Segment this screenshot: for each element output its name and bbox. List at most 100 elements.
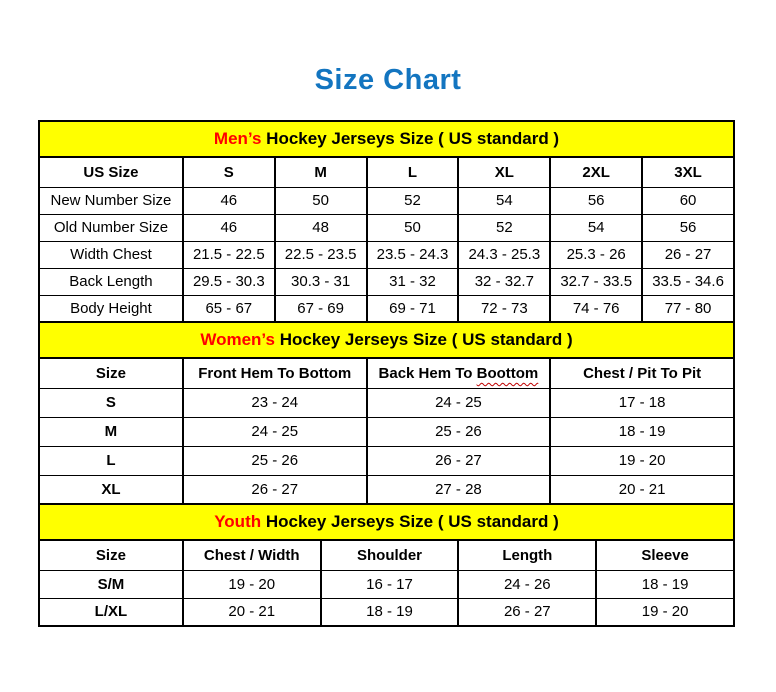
table-cell: 46 <box>181 186 276 215</box>
table-row: New Number Size 46 50 52 54 56 60 <box>38 186 735 215</box>
table-cell: 77 - 80 <box>641 294 735 323</box>
table-row: M 24 - 25 25 - 26 18 - 19 <box>38 416 735 447</box>
mens-column-header-row: US Size S M L XL 2XL 3XL <box>38 156 735 188</box>
table-cell: 16 - 17 <box>319 569 460 599</box>
section-header-text: Hockey Jerseys Size ( US standard ) <box>261 129 560 148</box>
mens-size-table: Men’s Hockey Jerseys Size ( US standard … <box>38 120 735 323</box>
table-row: Back Length 29.5 - 30.3 30.3 - 31 31 - 32 32… <box>38 267 735 296</box>
table-cell: 32.7 - 33.5 <box>549 267 644 296</box>
row-label: L/XL <box>38 597 184 627</box>
column-header-3xl: 3XL <box>641 156 735 188</box>
mens-section-header: Men’s Hockey Jerseys Size ( US standard … <box>38 120 735 158</box>
row-label: Old Number Size <box>38 213 184 242</box>
column-header-sleeve: Sleeve <box>595 539 735 571</box>
table-cell: 50 <box>273 186 368 215</box>
table-row: Old Number Size 46 48 50 52 54 56 <box>38 213 735 242</box>
column-header-back-hem-to-boottom: Back Hem To Boottom <box>365 357 552 389</box>
table-row: S/M 19 - 20 16 - 17 24 - 26 18 - 19 <box>38 569 735 599</box>
column-header-shoulder: Shoulder <box>319 539 460 571</box>
table-cell: 22.5 - 23.5 <box>273 240 368 269</box>
table-cell: 20 - 21 <box>549 474 735 505</box>
table-cell: 25 - 26 <box>365 416 552 447</box>
table-cell: 26 - 27 <box>365 445 552 476</box>
table-cell: 19 - 20 <box>549 445 735 476</box>
table-cell: 52 <box>365 186 460 215</box>
row-label: S/M <box>38 569 184 599</box>
womens-section-header: Women’s Hockey Jerseys Size ( US standar… <box>38 321 735 359</box>
table-cell: 69 - 71 <box>365 294 460 323</box>
row-label: M <box>38 416 184 447</box>
womens-size-table: Women’s Hockey Jerseys Size ( US standar… <box>38 321 735 505</box>
table-cell: 18 - 19 <box>595 569 735 599</box>
column-header-s: S <box>181 156 276 188</box>
column-header-chest-width: Chest / Width <box>181 539 322 571</box>
column-header-l: L <box>365 156 460 188</box>
row-label: L <box>38 445 184 476</box>
table-cell: 52 <box>457 213 552 242</box>
table-cell: 54 <box>549 213 644 242</box>
womens-column-header-row: Size Front Hem To Bottom Back Hem To Boott… <box>38 357 735 389</box>
table-cell: 23.5 - 24.3 <box>365 240 460 269</box>
table-cell: 26 - 27 <box>457 597 598 627</box>
table-cell: 23 - 24 <box>181 387 368 418</box>
page-title: Size Chart <box>314 64 462 96</box>
youth-section-header-row: Youth Hockey Jerseys Size ( US standard … <box>38 503 735 541</box>
row-label: S <box>38 387 184 418</box>
table-cell: 33.5 - 34.6 <box>641 267 735 296</box>
section-header-highlight: Women’s <box>200 330 275 349</box>
table-row: L/XL 20 - 21 18 - 19 26 - 27 19 - 20 <box>38 597 735 627</box>
table-cell: 50 <box>365 213 460 242</box>
table-cell: 46 <box>181 213 276 242</box>
table-cell: 19 - 20 <box>595 597 735 627</box>
column-header-xl: XL <box>457 156 552 188</box>
column-header-2xl: 2XL <box>549 156 644 188</box>
table-cell: 31 - 32 <box>365 267 460 296</box>
section-header-text: Hockey Jerseys Size ( US standard ) <box>274 330 573 349</box>
table-cell: 26 - 27 <box>641 240 735 269</box>
row-label: XL <box>38 474 184 505</box>
table-cell: 25 - 26 <box>181 445 368 476</box>
column-header-text: Back Hem To <box>378 364 477 382</box>
youth-column-header-row: Size Chest / Width Shoulder Length Sleeve <box>38 539 735 571</box>
column-header-front-hem-to-bottom: Front Hem To Bottom <box>181 357 368 389</box>
table-cell: 20 - 21 <box>181 597 322 627</box>
table-row: L 25 - 26 26 - 27 19 - 20 <box>38 445 735 476</box>
table-cell: 48 <box>273 213 368 242</box>
youth-section-header: Youth Hockey Jerseys Size ( US standard … <box>38 503 735 541</box>
column-header-size: Size <box>38 539 184 571</box>
column-header-chest-pit-to-pit: Chest / Pit To Pit <box>549 357 735 389</box>
column-header-us-size: US Size <box>38 156 184 188</box>
table-cell: 19 - 20 <box>181 569 322 599</box>
mens-section-header-row: Men’s Hockey Jerseys Size ( US standard … <box>38 120 735 158</box>
table-cell: 26 - 27 <box>181 474 368 505</box>
table-cell: 56 <box>549 186 644 215</box>
table-cell: 54 <box>457 186 552 215</box>
table-cell: 24 - 26 <box>457 569 598 599</box>
table-cell: 74 - 76 <box>549 294 644 323</box>
row-label: Back Length <box>38 267 184 296</box>
table-cell: 24.3 - 25.3 <box>457 240 552 269</box>
section-header-highlight: Youth <box>214 512 262 531</box>
womens-section-header-row: Women’s Hockey Jerseys Size ( US standar… <box>38 321 735 359</box>
table-cell: 29.5 - 30.3 <box>181 267 276 296</box>
table-cell: 27 - 28 <box>365 474 552 505</box>
table-cell: 65 - 67 <box>181 294 276 323</box>
table-cell: 21.5 - 22.5 <box>181 240 276 269</box>
table-cell: 18 - 19 <box>319 597 460 627</box>
table-cell: 24 - 25 <box>365 387 552 418</box>
table-cell: 24 - 25 <box>181 416 368 447</box>
table-row: S 23 - 24 24 - 25 17 - 18 <box>38 387 735 418</box>
table-cell: 25.3 - 26 <box>549 240 644 269</box>
row-label: New Number Size <box>38 186 184 215</box>
table-cell: 72 - 73 <box>457 294 552 323</box>
section-header-highlight: Men’s <box>213 129 262 148</box>
table-row: Width Chest 21.5 - 22.5 22.5 - 23.5 23.5 - … <box>38 240 735 269</box>
table-cell: 56 <box>641 213 735 242</box>
table-cell: 60 <box>641 186 735 215</box>
column-header-length: Length <box>457 539 598 571</box>
table-row: XL 26 - 27 27 - 28 20 - 21 <box>38 474 735 505</box>
youth-size-table: Youth Hockey Jerseys Size ( US standard … <box>38 503 735 627</box>
column-header-size: Size <box>38 357 184 389</box>
section-header-text: Hockey Jerseys Size ( US standard ) <box>261 512 559 531</box>
table-cell: 17 - 18 <box>549 387 735 418</box>
